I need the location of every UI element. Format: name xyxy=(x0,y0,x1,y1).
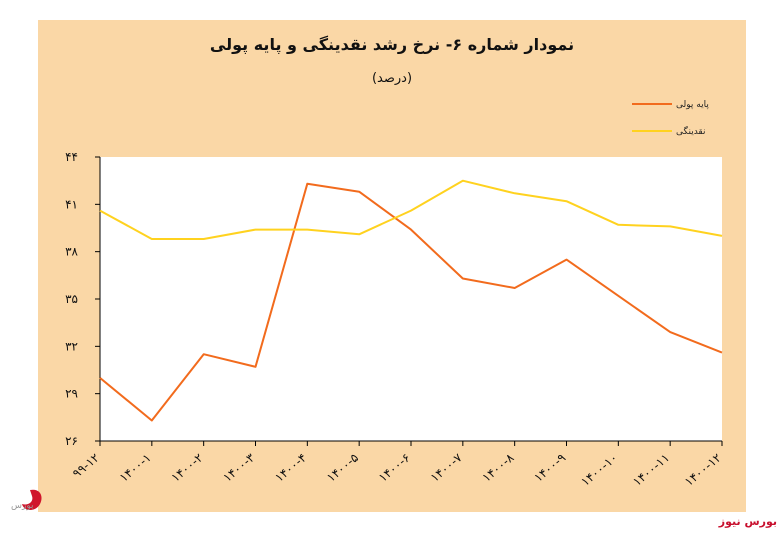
x-tick-label: ۱۴۰۰-۴ xyxy=(272,451,309,485)
x-tick-label: ۱۴۰۰-۱ xyxy=(117,451,154,485)
series-line-2 xyxy=(99,179,723,240)
x-tick-label: ۱۴۰۰-۶ xyxy=(376,451,413,485)
y-tick-label: ۳۸ xyxy=(65,245,78,259)
series-line-1 xyxy=(99,182,723,422)
x-tick-label: ۱۴۰۰-۷ xyxy=(428,450,465,485)
y-tick-label: ۴۱ xyxy=(65,197,78,211)
series-lines xyxy=(99,179,723,422)
y-tick-label: ۲۶ xyxy=(65,434,78,448)
x-tick-label: ۱۴۰۰-۸ xyxy=(480,450,517,485)
legend-label-2: نقدینگی xyxy=(676,125,705,137)
brand-name: بورس نیوز xyxy=(718,515,777,528)
x-tick-label: ۱۴۰۰-۱۱ xyxy=(630,451,672,489)
y-tick-label: ۲۹ xyxy=(65,387,78,401)
logo-text: بورس xyxy=(11,501,34,511)
x-axis: ۹۹-۱۲ ۱۴۰۰-۱ ۱۴۰۰-۲ ۱۴۰۰-۳ ۱۴۰۰-۴ ۱۴۰۰-۵ ۱۴۰۰-… xyxy=(70,440,724,489)
x-tick-label: ۹۹-۱۲ xyxy=(70,451,102,481)
x-tick-label: ۱۴۰۰-۱۰ xyxy=(578,451,620,489)
plot-area xyxy=(100,157,722,441)
legend: پایه پولی نقدینگی xyxy=(632,100,709,137)
y-axis: ۲۶ ۲۹ ۳۲ ۳۵ ۳۸ ۴۱ ۴۴ xyxy=(65,150,101,448)
chart-subtitle: (درصد) xyxy=(372,71,412,86)
line-chart: نمودار شماره ۶- نرخ رشد نقدینگی و پایه پ… xyxy=(65,35,724,489)
chart-frame: نمودار شماره ۶- نرخ رشد نقدینگی و پایه پ… xyxy=(38,20,746,512)
site-logo: بورس xyxy=(11,489,42,511)
y-tick-label: ۴۴ xyxy=(65,150,78,164)
x-tick-label: ۱۴۰۰-۱۲ xyxy=(682,451,724,489)
x-tick-label: ۱۴۰۰-۳ xyxy=(220,450,257,485)
x-tick-label: ۱۴۰۰-۲ xyxy=(169,451,206,485)
y-tick-label: ۳۵ xyxy=(65,292,78,306)
x-tick-label: ۱۴۰۰-۹ xyxy=(531,451,568,485)
x-tick-label: ۱۴۰۰-۵ xyxy=(324,451,361,485)
chart-title: نمودار شماره ۶- نرخ رشد نقدینگی و پایه پ… xyxy=(210,35,574,55)
legend-label-1: پایه پولی xyxy=(676,100,709,110)
y-tick-label: ۳۲ xyxy=(65,339,78,353)
